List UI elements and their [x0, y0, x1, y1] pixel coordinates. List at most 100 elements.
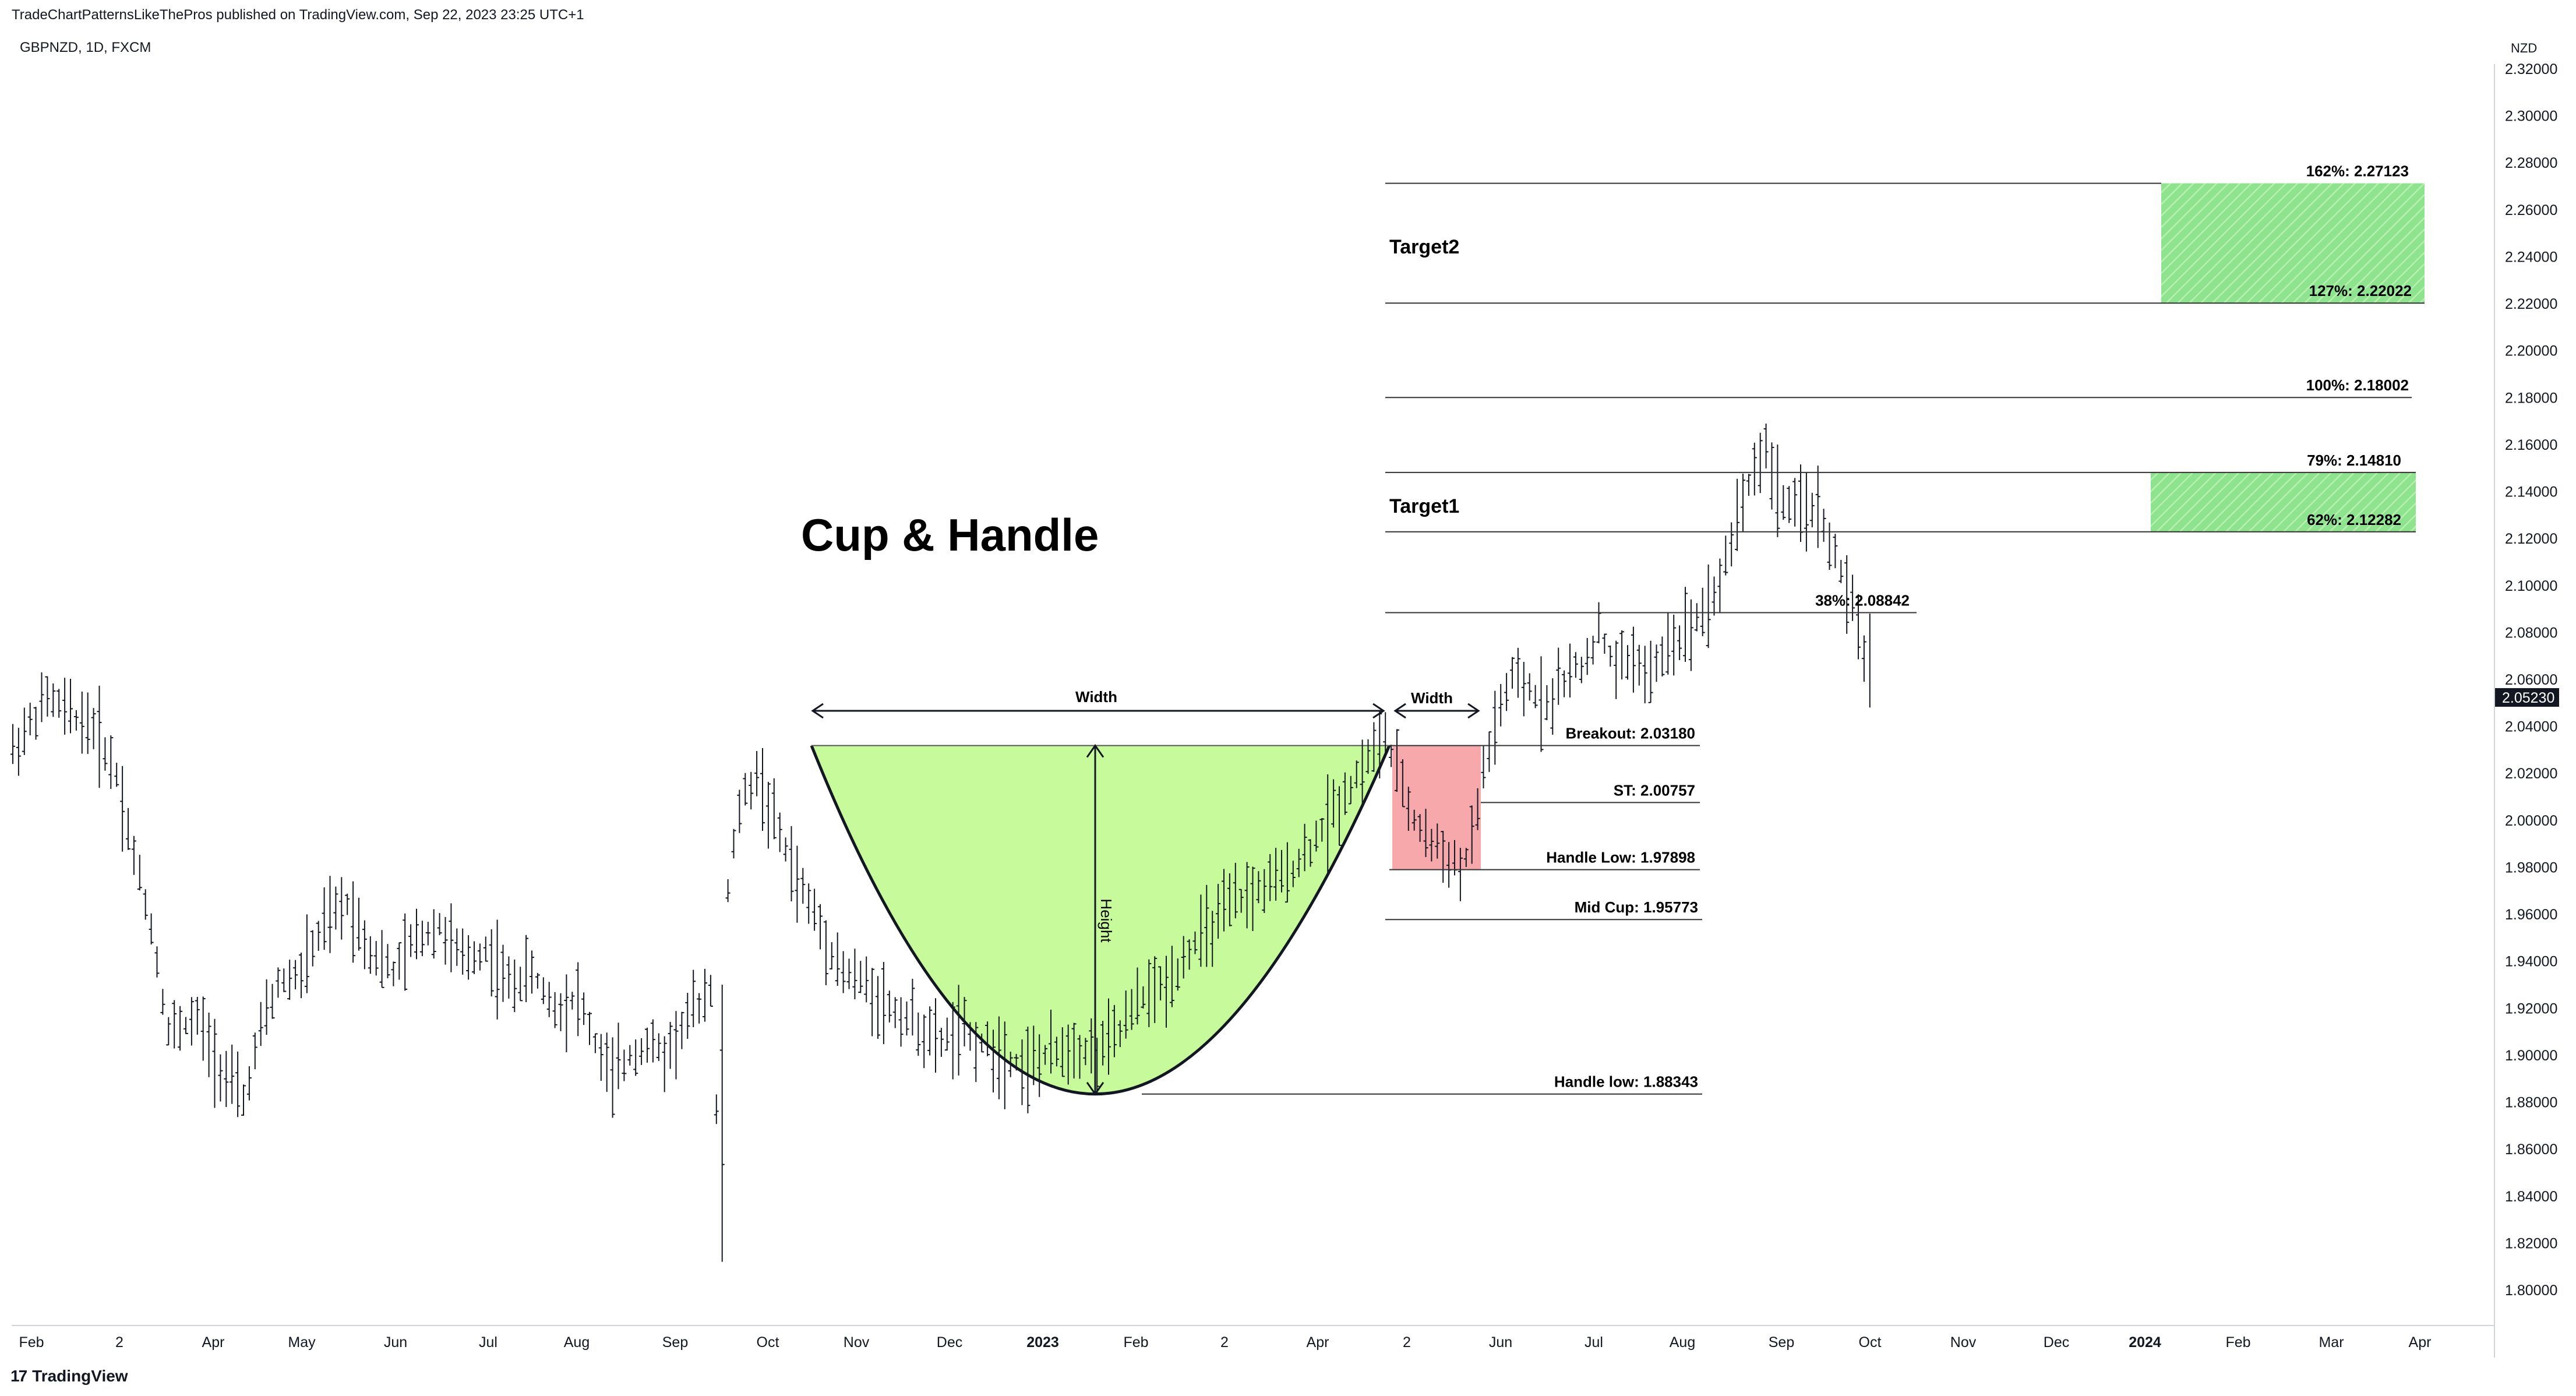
- ohlc-bar: [304, 914, 309, 993]
- ohlc-bar: [1181, 936, 1186, 979]
- ohlc-bar: [322, 887, 327, 950]
- ohlc-bar: [714, 1094, 719, 1124]
- ohlc-bar: [1395, 729, 1399, 792]
- ohlc-bar: [1556, 647, 1561, 705]
- ohlc-bar: [760, 748, 765, 831]
- level-label: 100%: 2.18002: [2306, 376, 2409, 394]
- symbol-info[interactable]: GBPNZD, 1D, FXCM: [20, 40, 151, 55]
- ohlc-bar: [27, 703, 33, 736]
- ohlc-bar: [789, 826, 794, 901]
- ohlc-bar: [362, 920, 367, 970]
- x-tick-label: Oct: [1859, 1334, 1882, 1351]
- ohlc-bar: [1337, 786, 1342, 846]
- x-tick-label: Oct: [757, 1334, 779, 1351]
- ohlc-bar: [1562, 670, 1567, 697]
- y-tick-label: 2.24000: [2505, 249, 2557, 265]
- ohlc-bar: [1175, 958, 1180, 991]
- ohlc-bar: [564, 974, 569, 1053]
- ohlc-bar: [622, 1049, 627, 1081]
- x-tick-label: Nov: [844, 1334, 870, 1351]
- ohlc-bar: [530, 950, 534, 994]
- ohlc-bar: [10, 724, 15, 764]
- ohlc-bar: [1441, 831, 1446, 883]
- ohlc-bar: [224, 1050, 229, 1107]
- ohlc-bar: [1538, 656, 1544, 752]
- ohlc-bar: [1417, 814, 1423, 842]
- level-label: Mid Cup: 1.95773: [1575, 898, 1698, 916]
- ohlc-bar: [45, 676, 50, 717]
- tradingview-logo-icon: 17: [10, 1367, 27, 1385]
- ohlc-bar: [1025, 1027, 1031, 1113]
- ohlc-bar: [16, 728, 21, 776]
- level-label: 62%: 2.12282: [2307, 511, 2401, 528]
- target1-label: Target1: [1389, 495, 1459, 517]
- ohlc-bar: [299, 953, 304, 999]
- ohlc-bar: [1763, 423, 1769, 468]
- ohlc-bar: [495, 919, 500, 1020]
- ohlc-bar: [979, 1033, 984, 1053]
- y-tick-label: 2.32000: [2505, 61, 2557, 77]
- ohlc-bar: [812, 889, 817, 931]
- ohlc-bar: [1296, 848, 1301, 877]
- x-tick-label: 2023: [1026, 1334, 1059, 1351]
- ohlc-bar: [310, 930, 315, 967]
- ohlc-bar: [518, 967, 523, 1002]
- ohlc-bar: [1769, 442, 1774, 510]
- ohlc-bar: [1146, 959, 1152, 1027]
- ohlc-bar: [576, 962, 581, 1037]
- ohlc-bar: [552, 992, 557, 1028]
- last-price-badge: [2495, 688, 2559, 707]
- ohlc-bar: [1579, 657, 1584, 683]
- ohlc-bar: [725, 879, 731, 903]
- y-tick-label: 2.08000: [2505, 625, 2557, 641]
- ohlc-bar: [1389, 745, 1394, 767]
- ohlc-bar: [184, 1017, 188, 1034]
- ohlc-bar: [97, 685, 102, 788]
- ohlc-bar: [1210, 911, 1215, 967]
- tradingview-logo-text: TradingView: [32, 1367, 128, 1385]
- ohlc-bar: [1192, 931, 1198, 954]
- ohlc-bar: [414, 908, 419, 960]
- level-label: ST: 2.00757: [1614, 781, 1695, 799]
- ohlc-bar: [910, 978, 915, 1036]
- ohlc-bar: [1746, 474, 1751, 496]
- ohlc-bar: [339, 877, 344, 940]
- ohlc-bars: [10, 423, 1871, 1262]
- ohlc-bar: [1089, 1018, 1094, 1074]
- ohlc-bar: [327, 876, 333, 953]
- x-tick-label: Dec: [937, 1334, 962, 1351]
- y-tick-label: 1.98000: [2505, 859, 2557, 876]
- ohlc-bar: [1660, 636, 1665, 676]
- ohlc-bar: [708, 975, 713, 1007]
- ohlc-bar: [1752, 442, 1757, 496]
- y-tick-label: 1.88000: [2505, 1095, 2557, 1111]
- ohlc-bar: [483, 936, 488, 962]
- ohlc-bar: [927, 1006, 933, 1056]
- ohlc-bar: [916, 1012, 921, 1056]
- ohlc-bar: [1781, 485, 1786, 520]
- level-label: Handle Low: 1.97898: [1546, 849, 1695, 866]
- ohlc-bar: [852, 949, 858, 1000]
- ohlc-bar: [1406, 787, 1411, 831]
- ohlc-bar: [137, 855, 142, 891]
- ohlc-bar: [333, 886, 338, 930]
- ohlc-bar: [1458, 848, 1463, 901]
- ohlc-bar: [1354, 760, 1359, 788]
- ohlc-bar: [1688, 599, 1693, 671]
- ohlc-bar: [1498, 683, 1504, 727]
- ohlc-bar: [1371, 722, 1377, 772]
- ohlc-bar: [1325, 774, 1331, 873]
- ohlc-bar: [108, 735, 114, 789]
- ohlc-bar: [1515, 647, 1520, 698]
- ohlc-bar: [1314, 820, 1319, 852]
- y-tick-label: 2.12000: [2505, 531, 2557, 547]
- ohlc-bar: [1106, 998, 1111, 1075]
- pattern-title: Cup & Handle: [801, 509, 1099, 560]
- ohlc-bar: [443, 916, 448, 965]
- ohlc-bar: [166, 1017, 171, 1046]
- level-label: 127%: 2.22022: [2309, 282, 2412, 299]
- ohlc-bar: [887, 990, 892, 1023]
- tradingview-logo[interactable]: 17 TradingView: [10, 1367, 128, 1386]
- ohlc-bar: [1152, 956, 1158, 1023]
